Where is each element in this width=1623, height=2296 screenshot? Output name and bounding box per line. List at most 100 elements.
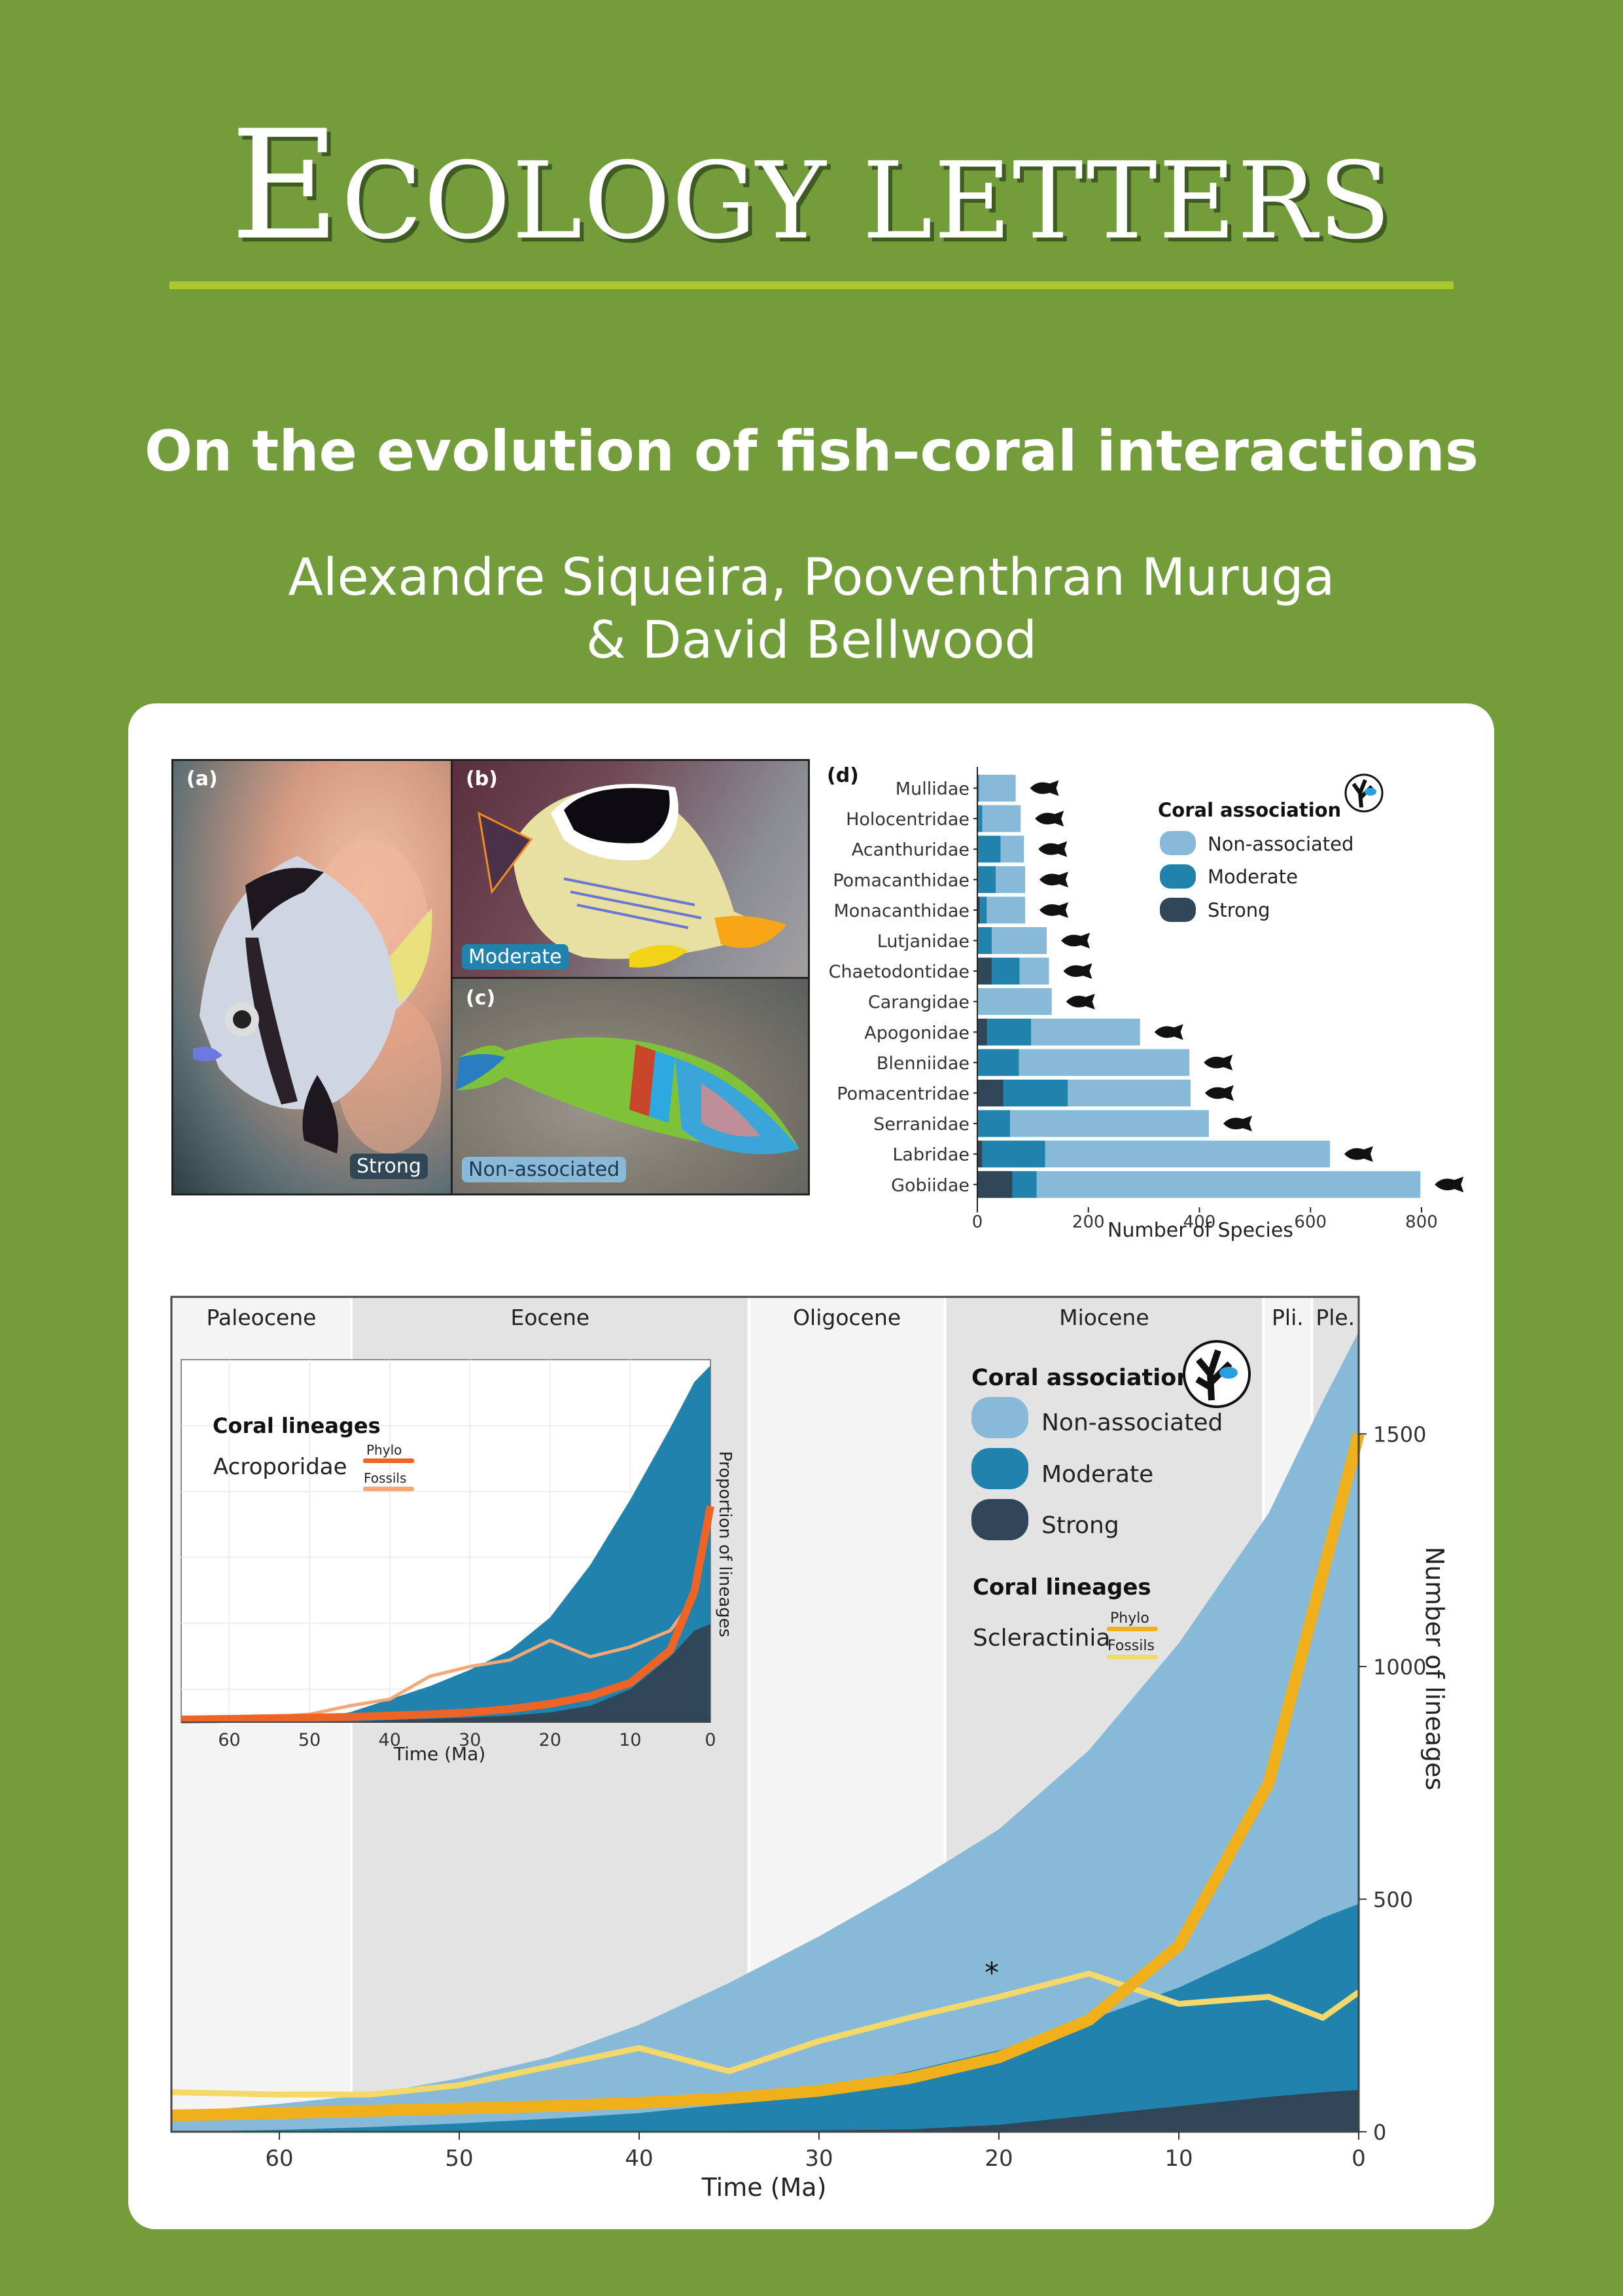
inset-x-axis-label: Time (Ma) xyxy=(393,1743,486,1765)
fish-illustration-b xyxy=(478,784,786,968)
bar-row: Blenniidae xyxy=(877,1049,1233,1076)
coral-fish-icon-large xyxy=(1183,1340,1251,1408)
fish-silhouette-icon xyxy=(1063,963,1092,980)
authors-line-2: & David Bellwood xyxy=(585,611,1038,670)
main-phylo-swatch xyxy=(1107,1627,1158,1631)
photo-nonassociated-wrasse: (c) Non-associated xyxy=(453,979,808,1193)
bar-category-label: Carangidae xyxy=(868,993,969,1013)
epoch-label: Paleocene xyxy=(207,1305,317,1330)
inset-line-fossils-acroporidae xyxy=(181,1512,712,1722)
bar-segment-strong xyxy=(977,1171,1013,1198)
main-x-tick-label: 20 xyxy=(985,2146,1013,2172)
legend-label-non-associated: Non-associated xyxy=(1208,833,1353,855)
bar-segment-moderate xyxy=(977,836,1001,863)
inset-area-moderate xyxy=(181,1366,710,1722)
bar-segment-moderate xyxy=(982,1140,1045,1168)
main-legend: Coral association Non-associated Moderat… xyxy=(971,1340,1251,1659)
bar-chart-d: (d) Mullidae Holocentridae Acanthuridae Pom… xyxy=(827,764,1464,1242)
fish-silhouette-icon xyxy=(1039,872,1068,888)
photo-strong-damselfish: (a) Strong xyxy=(173,761,451,1193)
inset-x-tick-label: 60 xyxy=(218,1730,240,1750)
main-y-tick-label: 1500 xyxy=(1373,1422,1426,1447)
authors: Alexandre Siqueira, Pooventhran Muruga &… xyxy=(0,546,1623,672)
inset-areas xyxy=(181,1366,714,1723)
bar-x-tick-label: 0 xyxy=(972,1212,983,1232)
photo-panels: (a) Strong (b) Moderate (c) Non-assoc xyxy=(171,759,810,1195)
bar-row: Apogonidae xyxy=(864,1018,1183,1046)
bar-row: Gobiidae xyxy=(891,1171,1464,1198)
bar-x-tick-label: 200 xyxy=(1072,1212,1105,1232)
fish-silhouette-icon xyxy=(1061,932,1091,949)
bar-rows: Mullidae Holocentridae Acanthuridae Pomacan… xyxy=(829,775,1464,1198)
bar-segment-moderate xyxy=(977,775,979,802)
inset-x-tick-label: 30 xyxy=(459,1730,481,1750)
main-y-tick-label: 500 xyxy=(1373,1888,1413,1913)
inset-lineage-legend-fossils: Fossils xyxy=(364,1470,406,1486)
bar-x-tick-label: 400 xyxy=(1183,1212,1216,1232)
bar-segment-moderate xyxy=(977,927,992,954)
legend-label-strong: Strong xyxy=(1208,899,1270,921)
bar-x-tick-label: 800 xyxy=(1405,1212,1438,1232)
line-phylo-scleractinia xyxy=(171,1432,1365,2122)
main-y-tick-label: 1000 xyxy=(1373,1655,1426,1680)
bar-segment-moderate xyxy=(980,896,987,924)
badge-moderate: Moderate xyxy=(462,944,568,970)
epoch-label: Eocene xyxy=(511,1305,590,1330)
bar-segment-non-associated xyxy=(982,805,1021,832)
area-non-associated xyxy=(171,1332,1359,2132)
main-fossils-swatch xyxy=(1107,1655,1158,1659)
inset-phylo-swatch xyxy=(363,1458,414,1463)
legend-swatch-strong xyxy=(1160,898,1196,922)
panel-label-c: (c) xyxy=(466,987,496,1010)
bar-segment-non-associated xyxy=(979,775,1016,802)
line-fossils-scleractinia xyxy=(171,1970,1361,2098)
main-legend-swatch-non-associated xyxy=(971,1397,1028,1438)
main-legend-swatch-strong xyxy=(971,1499,1028,1540)
inset-x-tick-label: 20 xyxy=(539,1730,561,1750)
inset-line-phylo-acroporidae xyxy=(181,1505,714,1723)
panel-label-a: (a) xyxy=(186,768,218,790)
bar-segment-non-associated xyxy=(977,988,1052,1016)
inset-lineage-legend-name: Acroporidae xyxy=(213,1454,347,1480)
main-x-axis-ticks: 60 50 40 30 20 10 0 xyxy=(265,2132,1366,2172)
bar-segment-non-associated xyxy=(1019,1049,1190,1076)
coral-lineage-lines xyxy=(171,1432,1365,2122)
inset-x-axis-ticks: 60 50 40 30 20 10 0 xyxy=(218,1730,716,1750)
fish-silhouette-icon xyxy=(1066,993,1095,1010)
fish-silhouette-icon xyxy=(1038,841,1068,857)
main-x-tick-label: 60 xyxy=(265,2146,293,2172)
bar-row: Chaetodontidae xyxy=(829,957,1092,985)
journal-title-rest: COLOGY LETTERS xyxy=(341,140,1393,263)
main-y-tick-label: 0 xyxy=(1373,2120,1386,2145)
bar-row: Monacanthidae xyxy=(834,896,1068,924)
coral-fish-icon xyxy=(1344,773,1384,813)
bar-segment-moderate xyxy=(987,1018,1032,1046)
bar-segment-moderate xyxy=(977,805,983,832)
epoch-label: Ple. xyxy=(1316,1305,1355,1330)
main-lineage-legend-title: Coral lineages xyxy=(973,1574,1151,1600)
bar-segment-strong xyxy=(977,1018,988,1046)
inset-lineage-legend-phylo: Phylo xyxy=(366,1442,402,1458)
panel-label-d: (d) xyxy=(827,764,859,787)
main-x-tick-label: 40 xyxy=(625,2146,653,2172)
bar-segment-moderate xyxy=(1003,1080,1068,1106)
bar-row: Pomacentridae xyxy=(837,1080,1234,1106)
bar-x-tick-label: 600 xyxy=(1294,1212,1327,1232)
inset-lineage-legend-title: Coral lineages xyxy=(213,1413,381,1438)
inset-fossils-swatch xyxy=(363,1487,414,1491)
bar-x-axis-ticks: 0 200 400 600 800 xyxy=(972,1207,1438,1232)
bar-x-axis-label: Number of Species xyxy=(1108,1219,1293,1242)
bar-legend-title: Coral association xyxy=(1158,799,1341,821)
badge-strong: Strong xyxy=(350,1154,428,1179)
inset-chart: 60 50 40 30 20 10 0 Time (Ma) Proportion of li… xyxy=(181,1359,735,1765)
area-strong xyxy=(171,2090,1359,2132)
main-y-axis-ticks: 0 500 1000 1500 xyxy=(1359,1422,1426,2145)
epoch-label: Pli. xyxy=(1272,1305,1304,1330)
fish-silhouette-icon xyxy=(1039,902,1068,918)
bar-category-label: Serranidae xyxy=(873,1114,969,1135)
bar-segment-non-associated xyxy=(1045,1140,1330,1168)
fish-silhouette-icon xyxy=(1204,1085,1234,1101)
inset-x-tick-label: 0 xyxy=(705,1730,716,1750)
bar-row: Carangidae xyxy=(868,988,1095,1016)
main-legend-label-moderate: Moderate xyxy=(1041,1461,1153,1488)
